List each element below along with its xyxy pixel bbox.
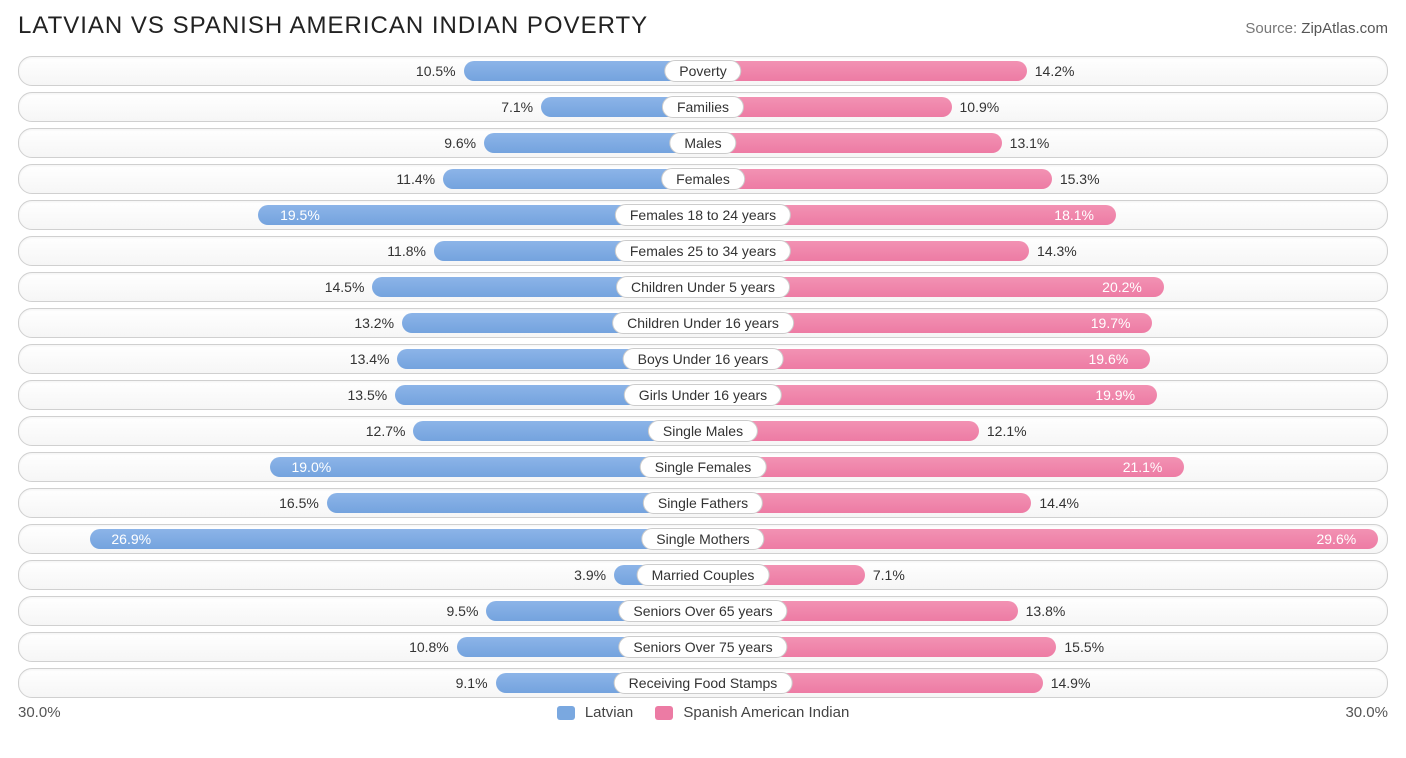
bar-right bbox=[703, 529, 1378, 549]
value-left: 9.1% bbox=[456, 673, 496, 693]
value-left: 14.5% bbox=[325, 277, 373, 297]
source: Source: ZipAtlas.com bbox=[1245, 20, 1388, 37]
chart-row: 11.8% 14.3% Females 25 to 34 years bbox=[18, 236, 1388, 266]
source-value: ZipAtlas.com bbox=[1301, 20, 1388, 37]
value-right: 10.9% bbox=[952, 97, 1000, 117]
chart-row: 10.8% 15.5% Seniors Over 75 years bbox=[18, 632, 1388, 662]
category-label: Boys Under 16 years bbox=[623, 348, 784, 370]
bar-right bbox=[703, 457, 1184, 477]
chart-row: 3.9% 7.1% Married Couples bbox=[18, 560, 1388, 590]
value-right: 13.1% bbox=[1002, 133, 1050, 153]
value-right: 14.4% bbox=[1031, 493, 1079, 513]
bar-left bbox=[90, 529, 703, 549]
axis-right-max: 30.0% bbox=[1345, 704, 1388, 721]
category-label: Children Under 16 years bbox=[612, 312, 794, 334]
category-label: Males bbox=[669, 132, 736, 154]
category-label: Single Males bbox=[648, 420, 758, 442]
value-left: 13.4% bbox=[350, 349, 398, 369]
chart-row: 26.9% 29.6% Single Mothers bbox=[18, 524, 1388, 554]
chart-row: 9.5% 13.8% Seniors Over 65 years bbox=[18, 596, 1388, 626]
category-label: Seniors Over 65 years bbox=[618, 600, 787, 622]
value-left: 3.9% bbox=[574, 565, 614, 585]
value-right: 15.5% bbox=[1056, 637, 1104, 657]
bar-right bbox=[703, 133, 1002, 153]
legend: Latvian Spanish American Indian bbox=[557, 704, 850, 721]
chart-row: 12.7% 12.1% Single Males bbox=[18, 416, 1388, 446]
value-left: 9.6% bbox=[444, 133, 484, 153]
value-left: 13.2% bbox=[354, 313, 402, 333]
chart-row: 19.5% 18.1% Females 18 to 24 years bbox=[18, 200, 1388, 230]
value-left: 10.8% bbox=[409, 637, 457, 657]
chart-row: 10.5% 14.2% Poverty bbox=[18, 56, 1388, 86]
value-left: 12.7% bbox=[366, 421, 414, 441]
chart-row: 14.5% 20.2% Children Under 5 years bbox=[18, 272, 1388, 302]
bar-right bbox=[703, 61, 1027, 81]
category-label: Receiving Food Stamps bbox=[614, 672, 793, 694]
chart-title: LATVIAN VS SPANISH AMERICAN INDIAN POVER… bbox=[18, 12, 648, 40]
value-left: 16.5% bbox=[279, 493, 327, 513]
chart-row: 11.4% 15.3% Females bbox=[18, 164, 1388, 194]
value-left: 19.0% bbox=[283, 457, 331, 477]
value-left: 10.5% bbox=[416, 61, 464, 81]
legend-item-right: Spanish American Indian bbox=[655, 704, 849, 721]
category-label: Married Couples bbox=[637, 564, 770, 586]
chart-row: 13.4% 19.6% Boys Under 16 years bbox=[18, 344, 1388, 374]
value-right: 12.1% bbox=[979, 421, 1027, 441]
category-label: Single Females bbox=[640, 456, 767, 478]
value-left: 9.5% bbox=[446, 601, 486, 621]
value-right: 19.9% bbox=[1095, 385, 1143, 405]
category-label: Females 18 to 24 years bbox=[615, 204, 791, 226]
value-right: 20.2% bbox=[1102, 277, 1150, 297]
value-right: 14.3% bbox=[1029, 241, 1077, 261]
category-label: Females bbox=[661, 168, 745, 190]
legend-label-left: Latvian bbox=[585, 704, 633, 721]
value-left: 13.5% bbox=[348, 385, 396, 405]
value-right: 19.7% bbox=[1091, 313, 1139, 333]
category-label: Seniors Over 75 years bbox=[618, 636, 787, 658]
value-right: 15.3% bbox=[1052, 169, 1100, 189]
legend-label-right: Spanish American Indian bbox=[683, 704, 849, 721]
chart-row: 9.6% 13.1% Males bbox=[18, 128, 1388, 158]
legend-swatch-left bbox=[557, 706, 575, 720]
category-label: Children Under 5 years bbox=[616, 276, 790, 298]
bar-left bbox=[270, 457, 703, 477]
category-label: Families bbox=[662, 96, 744, 118]
value-right: 19.6% bbox=[1088, 349, 1136, 369]
chart-row: 7.1% 10.9% Families bbox=[18, 92, 1388, 122]
value-right: 14.9% bbox=[1043, 673, 1091, 693]
legend-item-left: Latvian bbox=[557, 704, 634, 721]
chart-row: 19.0% 21.1% Single Females bbox=[18, 452, 1388, 482]
bar-right bbox=[703, 169, 1052, 189]
value-left: 26.9% bbox=[103, 529, 151, 549]
value-right: 29.6% bbox=[1316, 529, 1364, 549]
value-left: 11.8% bbox=[387, 241, 434, 261]
value-right: 21.1% bbox=[1123, 457, 1171, 477]
chart-row: 16.5% 14.4% Single Fathers bbox=[18, 488, 1388, 518]
category-label: Girls Under 16 years bbox=[624, 384, 782, 406]
value-right: 7.1% bbox=[865, 565, 905, 585]
value-left: 7.1% bbox=[501, 97, 541, 117]
value-right: 18.1% bbox=[1054, 205, 1102, 225]
source-label: Source: bbox=[1245, 20, 1297, 37]
value-right: 13.8% bbox=[1018, 601, 1066, 621]
chart-row: 13.2% 19.7% Children Under 16 years bbox=[18, 308, 1388, 338]
chart-row: 13.5% 19.9% Girls Under 16 years bbox=[18, 380, 1388, 410]
category-label: Single Mothers bbox=[641, 528, 764, 550]
category-label: Single Fathers bbox=[643, 492, 763, 514]
value-right: 14.2% bbox=[1027, 61, 1075, 81]
legend-swatch-right bbox=[655, 706, 673, 720]
diverging-bar-chart: 10.5% 14.2% Poverty 7.1% 10.9% Families 9.6% 13… bbox=[18, 56, 1388, 698]
axis-left-max: 30.0% bbox=[18, 704, 61, 721]
value-left: 19.5% bbox=[272, 205, 320, 225]
category-label: Poverty bbox=[664, 60, 741, 82]
value-left: 11.4% bbox=[396, 169, 443, 189]
chart-row: 9.1% 14.9% Receiving Food Stamps bbox=[18, 668, 1388, 698]
category-label: Females 25 to 34 years bbox=[615, 240, 791, 262]
